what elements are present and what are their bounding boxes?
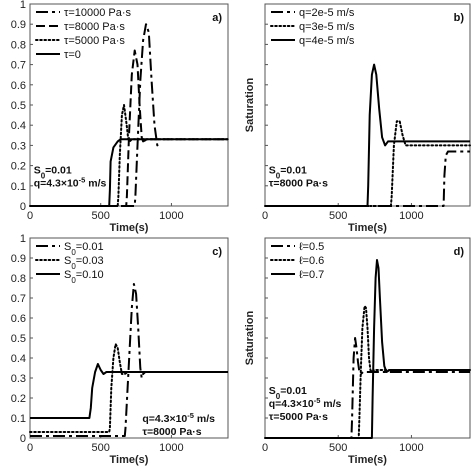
annotation-text: S0=0.01 [34,165,72,181]
series-line [29,343,129,433]
annotation-text: S0=0.01 [269,165,307,181]
panel-tag: c) [212,246,222,258]
panel-d: 0 500 1000 Time(s) Saturation d) ℓ=0.5 ℓ=0.6 ℓ=0… [244,237,471,466]
y-tick-label: 0.8 [11,39,26,51]
annotation-text: S0=0.01 [269,385,307,401]
x-tick-label: 1000 [159,210,183,222]
series-line [264,305,471,439]
y-tick-label: 0.2 [11,161,26,173]
y-tick-label: 0.5 [11,333,26,345]
x-axis-label: Time(s) [110,454,149,466]
y-tick-label: 0.2 [11,393,26,405]
y-tick-label: 0 [20,201,26,213]
legend-label: ℓ=0.6 [299,255,324,267]
series-line [265,259,470,439]
y-tick-label: 0.1 [11,413,26,425]
series-line [265,63,470,207]
x-tick-label: 500 [329,210,347,222]
x-tick-label: 500 [92,210,110,222]
y-tick-label: 0.5 [11,100,26,112]
y-axis-label: Saturation [244,311,256,366]
x-tick-label: 0 [262,210,268,222]
legend-label: q=3e-5 m/s [299,21,355,33]
y-tick-label: 0.4 [11,353,26,365]
x-tick-label: 500 [329,442,347,454]
legend-label: ℓ=0.7 [299,269,324,281]
x-tick-label: 500 [92,442,110,454]
y-tick-label: 0.1 [11,181,26,193]
annotation-text: q=4.3×10-5 m/s [269,396,342,411]
legend-label: S0=0.01 [64,241,104,257]
annotation-text: q=4.3×10-5 m/s [34,175,107,190]
legend-label: S0=0.10 [64,269,104,285]
legend-label: S0=0.03 [64,255,104,271]
y-tick-label: 1 [20,233,26,245]
x-tick-label: 1000 [399,442,423,454]
legend-label: q=4e-5 m/s [299,35,355,47]
y-tick-label: 0.6 [11,313,26,325]
annotation-text: q=4.3×10-5 m/s [142,411,215,426]
legend-label: τ=10000 Pa·s [64,7,132,19]
series-line [30,23,161,207]
panel-a: 0 0.1 0.2 0.3 0.4 0.5 0.6 0.7 0.8 0.9 1 0 500 1000 Tim… [11,0,229,234]
x-tick-label: 1000 [399,210,423,222]
x-tick-label: 0 [262,442,268,454]
panel-c: 0 0.1 0.2 0.3 0.4 0.5 0.6 0.7 0.8 0.9 1 0 500 1000 Tim… [11,233,229,466]
y-tick-label: 0.8 [11,273,26,285]
y-axis-label: Saturation [244,78,256,133]
annotation-text: τ=8000 Pa·s [142,426,201,438]
legend-label: ℓ=0.5 [299,241,324,253]
panel-tag: d) [454,246,465,258]
legend-label: q=2e-5 m/s [299,7,355,19]
panel-tag: a) [212,12,222,24]
x-tick-label: 0 [27,442,33,454]
y-tick-label: 0.7 [11,293,26,305]
y-tick-label: 0.3 [11,373,26,385]
legend-label: τ=5000 Pa·s [64,35,125,47]
annotation-text: τ=5000 Pa·s [269,411,328,423]
series-line [265,150,470,207]
series-line [29,104,229,207]
annotation-text: τ=8000 Pa·s [269,178,328,190]
series-line [264,120,471,207]
series-line [30,363,228,419]
y-tick-label: 1 [20,0,26,11]
panel-b: 0 500 1000 Time(s) Saturation b) q=2e-5 m/s q=3… [244,3,471,234]
y-tick-label: 0 [20,433,26,445]
legend-label: τ=8000 Pa·s [64,21,125,33]
legend-label: τ=0 [64,49,81,61]
plot-frame [29,237,229,439]
x-axis-label: Time(s) [110,222,149,234]
series-line [30,283,146,437]
x-axis-label: Time(s) [348,222,387,234]
series-line [30,138,228,207]
series-line [265,337,470,439]
y-tick-label: 0.9 [11,19,26,31]
x-tick-label: 1000 [159,442,183,454]
y-tick-label: 0.4 [11,120,26,132]
series-line [30,49,228,207]
x-tick-label: 0 [27,210,33,222]
y-tick-label: 0.6 [11,80,26,92]
y-tick-label: 0.3 [11,140,26,152]
panel-tag: b) [454,12,465,24]
y-tick-label: 0.9 [11,253,26,265]
y-tick-label: 0.7 [11,60,26,72]
x-axis-label: Time(s) [348,454,387,466]
